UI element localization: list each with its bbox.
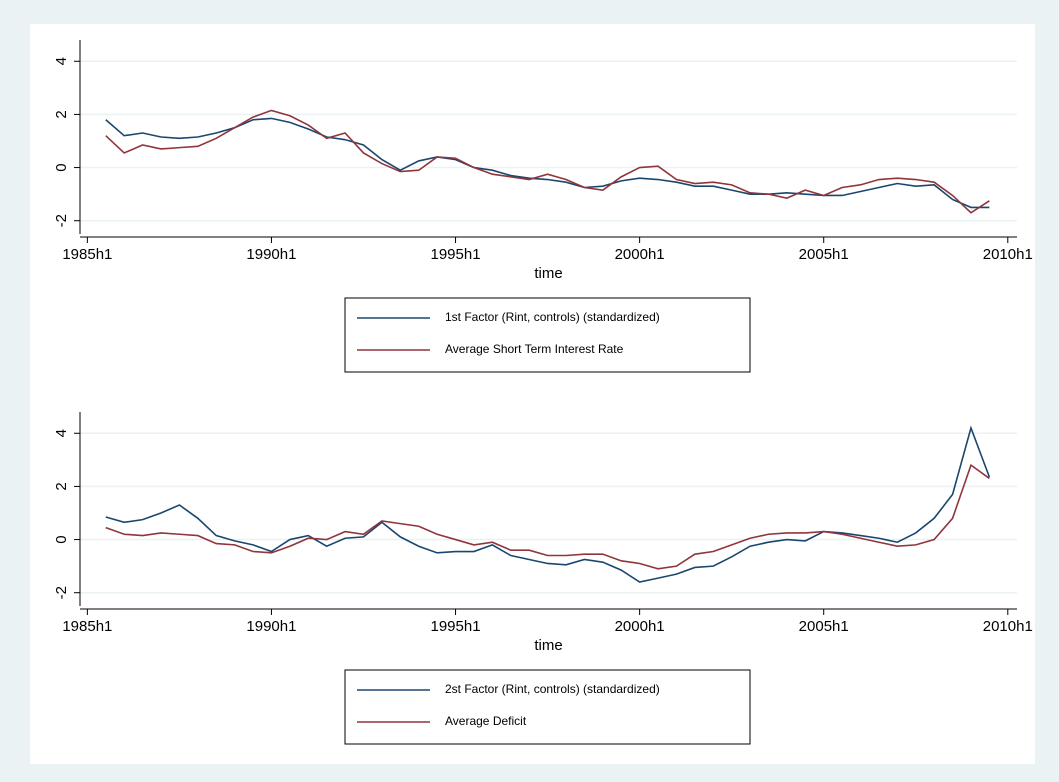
x-tick-label: 1985h1 bbox=[62, 246, 112, 263]
legend-box bbox=[344, 669, 751, 745]
legend-label: 2st Factor (Rint, controls) (standardize… bbox=[445, 682, 660, 696]
legend: 1st Factor (Rint, controls) (standardize… bbox=[344, 297, 751, 373]
y-tick-label: -2 bbox=[53, 586, 70, 599]
legend: 2st Factor (Rint, controls) (standardize… bbox=[344, 669, 751, 745]
legend-label: Average Deficit bbox=[445, 714, 527, 728]
y-tick-label: 4 bbox=[53, 429, 70, 437]
y-tick-label: 0 bbox=[53, 535, 70, 543]
x-tick-label: 2000h1 bbox=[615, 246, 665, 263]
x-tick-label: 1995h1 bbox=[431, 246, 481, 263]
y-tick-label: 2 bbox=[53, 482, 70, 490]
x-tick-label: 2000h1 bbox=[615, 618, 665, 635]
y-tick-label: 0 bbox=[53, 163, 70, 171]
series-line bbox=[105, 117, 990, 209]
series-line bbox=[105, 425, 991, 583]
y-tick-label: 4 bbox=[53, 57, 70, 65]
x-tick-label: 1990h1 bbox=[246, 246, 296, 263]
legend-label: 1st Factor (Rint, controls) (standardize… bbox=[445, 310, 660, 324]
y-tick-label: 2 bbox=[53, 110, 70, 118]
x-tick-label: 2005h1 bbox=[799, 618, 849, 635]
x-axis-label: time bbox=[534, 637, 562, 654]
x-tick-label: 2010h1 bbox=[983, 618, 1033, 635]
x-axis-label: time bbox=[534, 265, 562, 282]
series-line bbox=[105, 463, 990, 570]
plot-background bbox=[30, 24, 1035, 764]
x-tick-label: 1985h1 bbox=[62, 618, 112, 635]
legend-label: Average Short Term Interest Rate bbox=[445, 342, 624, 356]
x-tick-label: 1990h1 bbox=[246, 618, 296, 635]
x-tick-label: 2010h1 bbox=[983, 246, 1033, 263]
legend-box bbox=[344, 297, 751, 373]
series-line bbox=[105, 109, 990, 214]
y-tick-label: -2 bbox=[53, 214, 70, 227]
x-tick-label: 1995h1 bbox=[431, 618, 481, 635]
x-tick-label: 2005h1 bbox=[799, 246, 849, 263]
